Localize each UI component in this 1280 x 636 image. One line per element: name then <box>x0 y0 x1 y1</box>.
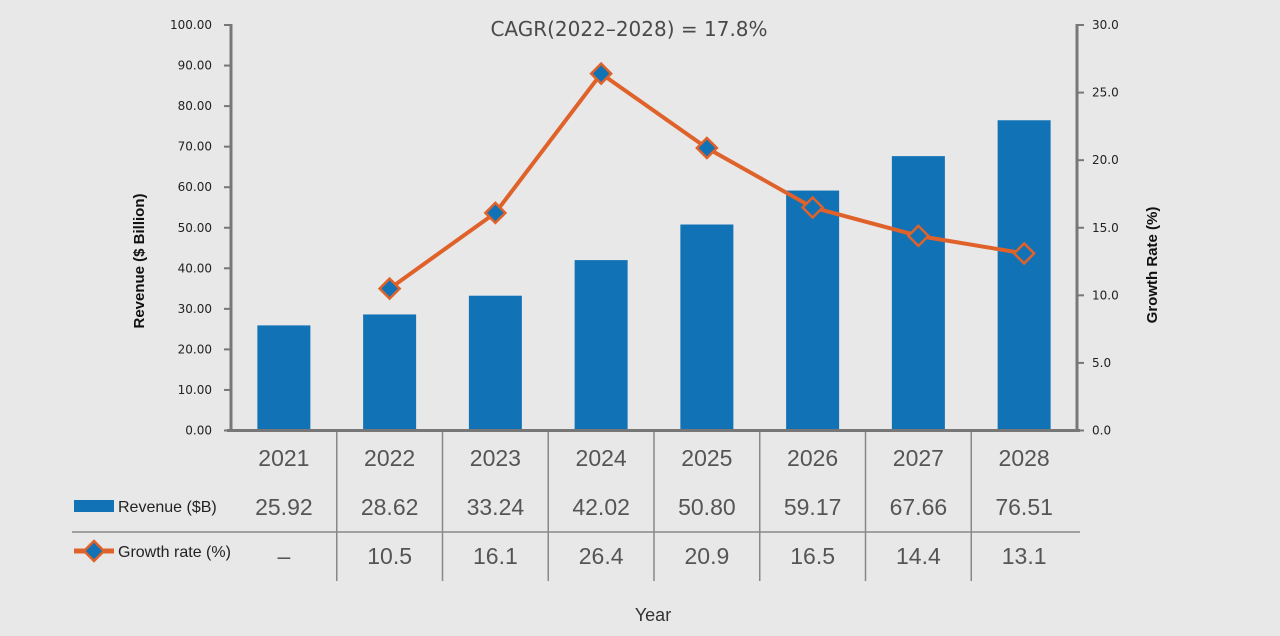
legend-revenue-swatch <box>74 500 114 512</box>
revenue-bar <box>891 156 945 431</box>
growth-value-label: 16.1 <box>473 543 518 569</box>
y-axis-label: Revenue ($ Billion) <box>131 193 148 328</box>
y2-tick-label: 25.0 <box>1092 86 1119 100</box>
y-tick-label: 50.00 <box>178 221 212 235</box>
growth-point <box>1012 241 1036 266</box>
growth-value-label: 13.1 <box>1002 543 1047 569</box>
growth-value-label: 14.4 <box>896 543 941 569</box>
y-tick-label: 10.00 <box>178 383 212 397</box>
legend-revenue-label: Revenue ($B) <box>118 499 217 516</box>
revenue-bar <box>997 120 1051 431</box>
y-tick-label: 0.00 <box>185 424 212 438</box>
revenue-bar <box>468 295 522 431</box>
category-label: 2023 <box>470 445 521 471</box>
growth-point <box>695 136 719 160</box>
revenue-bar <box>257 325 311 431</box>
growth-value-label: 20.9 <box>684 543 729 569</box>
revenue-bar <box>574 260 628 431</box>
category-label: 2028 <box>999 445 1050 471</box>
revenue-table-row: 25.92 28.62 33.24 42.02 50.80 59.17 67.66 76.51 <box>255 494 1053 520</box>
growth-point <box>800 195 825 220</box>
category-label: 2027 <box>893 445 944 471</box>
category-label: 2022 <box>364 445 415 471</box>
revenue-value-label: 42.02 <box>572 494 630 520</box>
growth-point <box>906 224 931 248</box>
y2-tick-label: 5.0 <box>1092 356 1111 370</box>
growth-value-label: – <box>277 543 290 569</box>
right-axis-ticks: 0.0 5.0 10.0 15.0 20.0 25.0 30.0 <box>1076 18 1119 438</box>
data-table-grid <box>72 432 1080 581</box>
category-labels: 2021 2022 2023 2024 2025 2026 2027 2028 <box>258 445 1049 471</box>
category-label: 2026 <box>787 445 838 471</box>
y2-tick-label: 10.0 <box>1092 288 1119 302</box>
y-tick-label: 30.00 <box>178 302 212 316</box>
y2-tick-label: 15.0 <box>1092 221 1119 235</box>
y-tick-label: 80.00 <box>178 99 212 113</box>
x-axis-label: Year <box>635 605 671 625</box>
growth-table-row: – 10.5 16.1 26.4 20.9 16.5 14.4 13.1 <box>277 543 1046 569</box>
revenue-value-label: 59.17 <box>784 494 842 520</box>
y2-tick-label: 0.0 <box>1092 424 1111 438</box>
y-tick-label: 90.00 <box>178 59 212 73</box>
revenue-value-label: 28.62 <box>361 494 419 520</box>
revenue-bar <box>363 314 417 431</box>
legend-growth-label: Growth rate (%) <box>118 544 231 561</box>
revenue-value-label: 33.24 <box>467 494 525 520</box>
y-tick-label: 20.00 <box>178 342 212 356</box>
category-label: 2021 <box>258 445 309 471</box>
revenue-value-label: 67.66 <box>890 494 948 520</box>
revenue-bar <box>786 190 840 431</box>
y-tick-label: 40.00 <box>178 261 212 275</box>
y2-tick-label: 30.0 <box>1092 18 1119 32</box>
y-tick-label: 60.00 <box>178 180 212 194</box>
growth-value-label: 16.5 <box>790 543 835 569</box>
revenue-value-label: 50.80 <box>678 494 736 520</box>
growth-point <box>377 276 402 301</box>
growth-value-label: 10.5 <box>367 543 412 569</box>
growth-point <box>589 61 613 86</box>
legend-growth-marker <box>82 539 106 563</box>
y-tick-label: 100.00 <box>170 18 212 32</box>
category-label: 2024 <box>576 445 627 471</box>
revenue-value-label: 76.51 <box>995 494 1053 520</box>
growth-value-label: 26.4 <box>579 543 624 569</box>
growth-point <box>483 201 508 225</box>
revenue-bars <box>257 120 1051 431</box>
chart-title: CAGR(2022–2028) = 17.8% <box>490 17 767 41</box>
y-tick-label: 70.00 <box>178 140 212 154</box>
left-axis-ticks: 0.00 10.00 20.00 30.00 40.00 50.00 60.00 70.00 8… <box>170 18 232 438</box>
growth-line-series <box>377 61 1036 301</box>
y2-tick-label: 20.0 <box>1092 153 1119 167</box>
revenue-value-label: 25.92 <box>255 494 313 520</box>
category-label: 2025 <box>681 445 732 471</box>
revenue-bar <box>680 224 734 431</box>
y2-axis-label: Growth Rate (%) <box>1144 207 1161 324</box>
